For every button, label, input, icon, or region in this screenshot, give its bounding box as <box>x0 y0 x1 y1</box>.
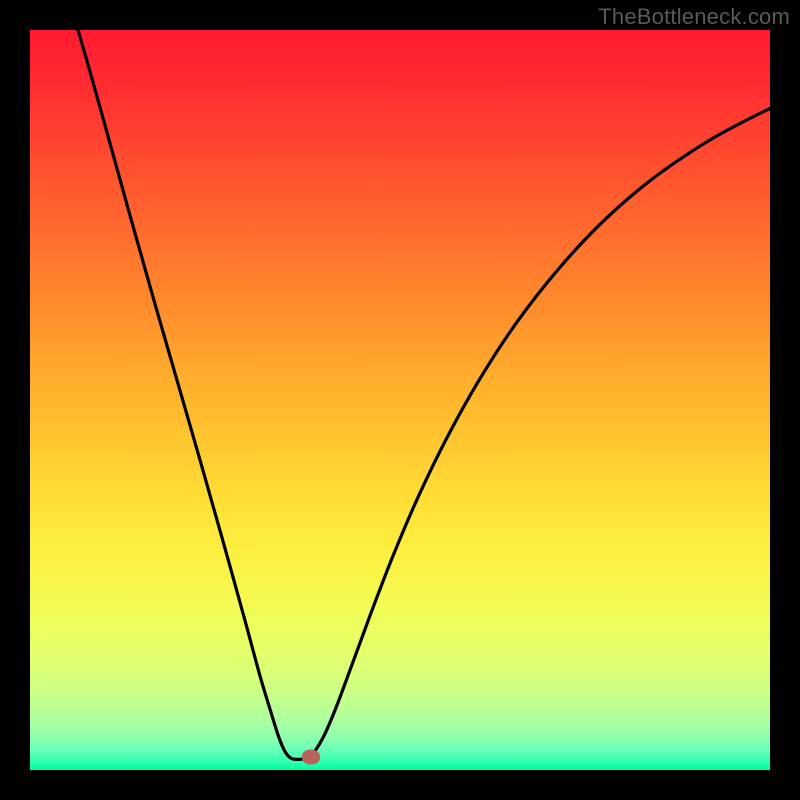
plot-area <box>30 30 770 770</box>
chart-container: TheBottleneck.com <box>0 0 800 800</box>
bottleneck-curve <box>30 30 770 770</box>
watermark-text: TheBottleneck.com <box>598 4 790 30</box>
optimum-marker <box>302 749 320 764</box>
